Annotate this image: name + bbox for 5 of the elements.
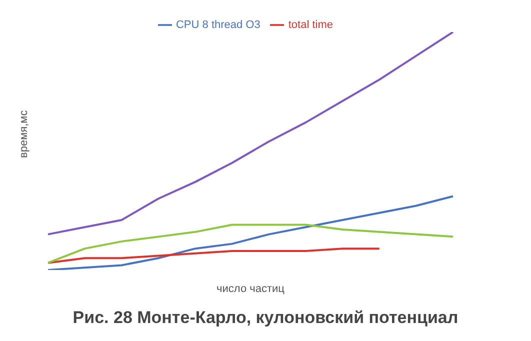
y-axis-title: время,мс	[18, 110, 30, 158]
text: Рис. 28 Монте-Карло, кулоновский потенциал	[72, 308, 460, 328]
legend-label: total time	[288, 18, 333, 31]
legend-label: CPU 8 thread O3	[176, 18, 260, 31]
x-axis-title: число частиц	[216, 283, 286, 295]
